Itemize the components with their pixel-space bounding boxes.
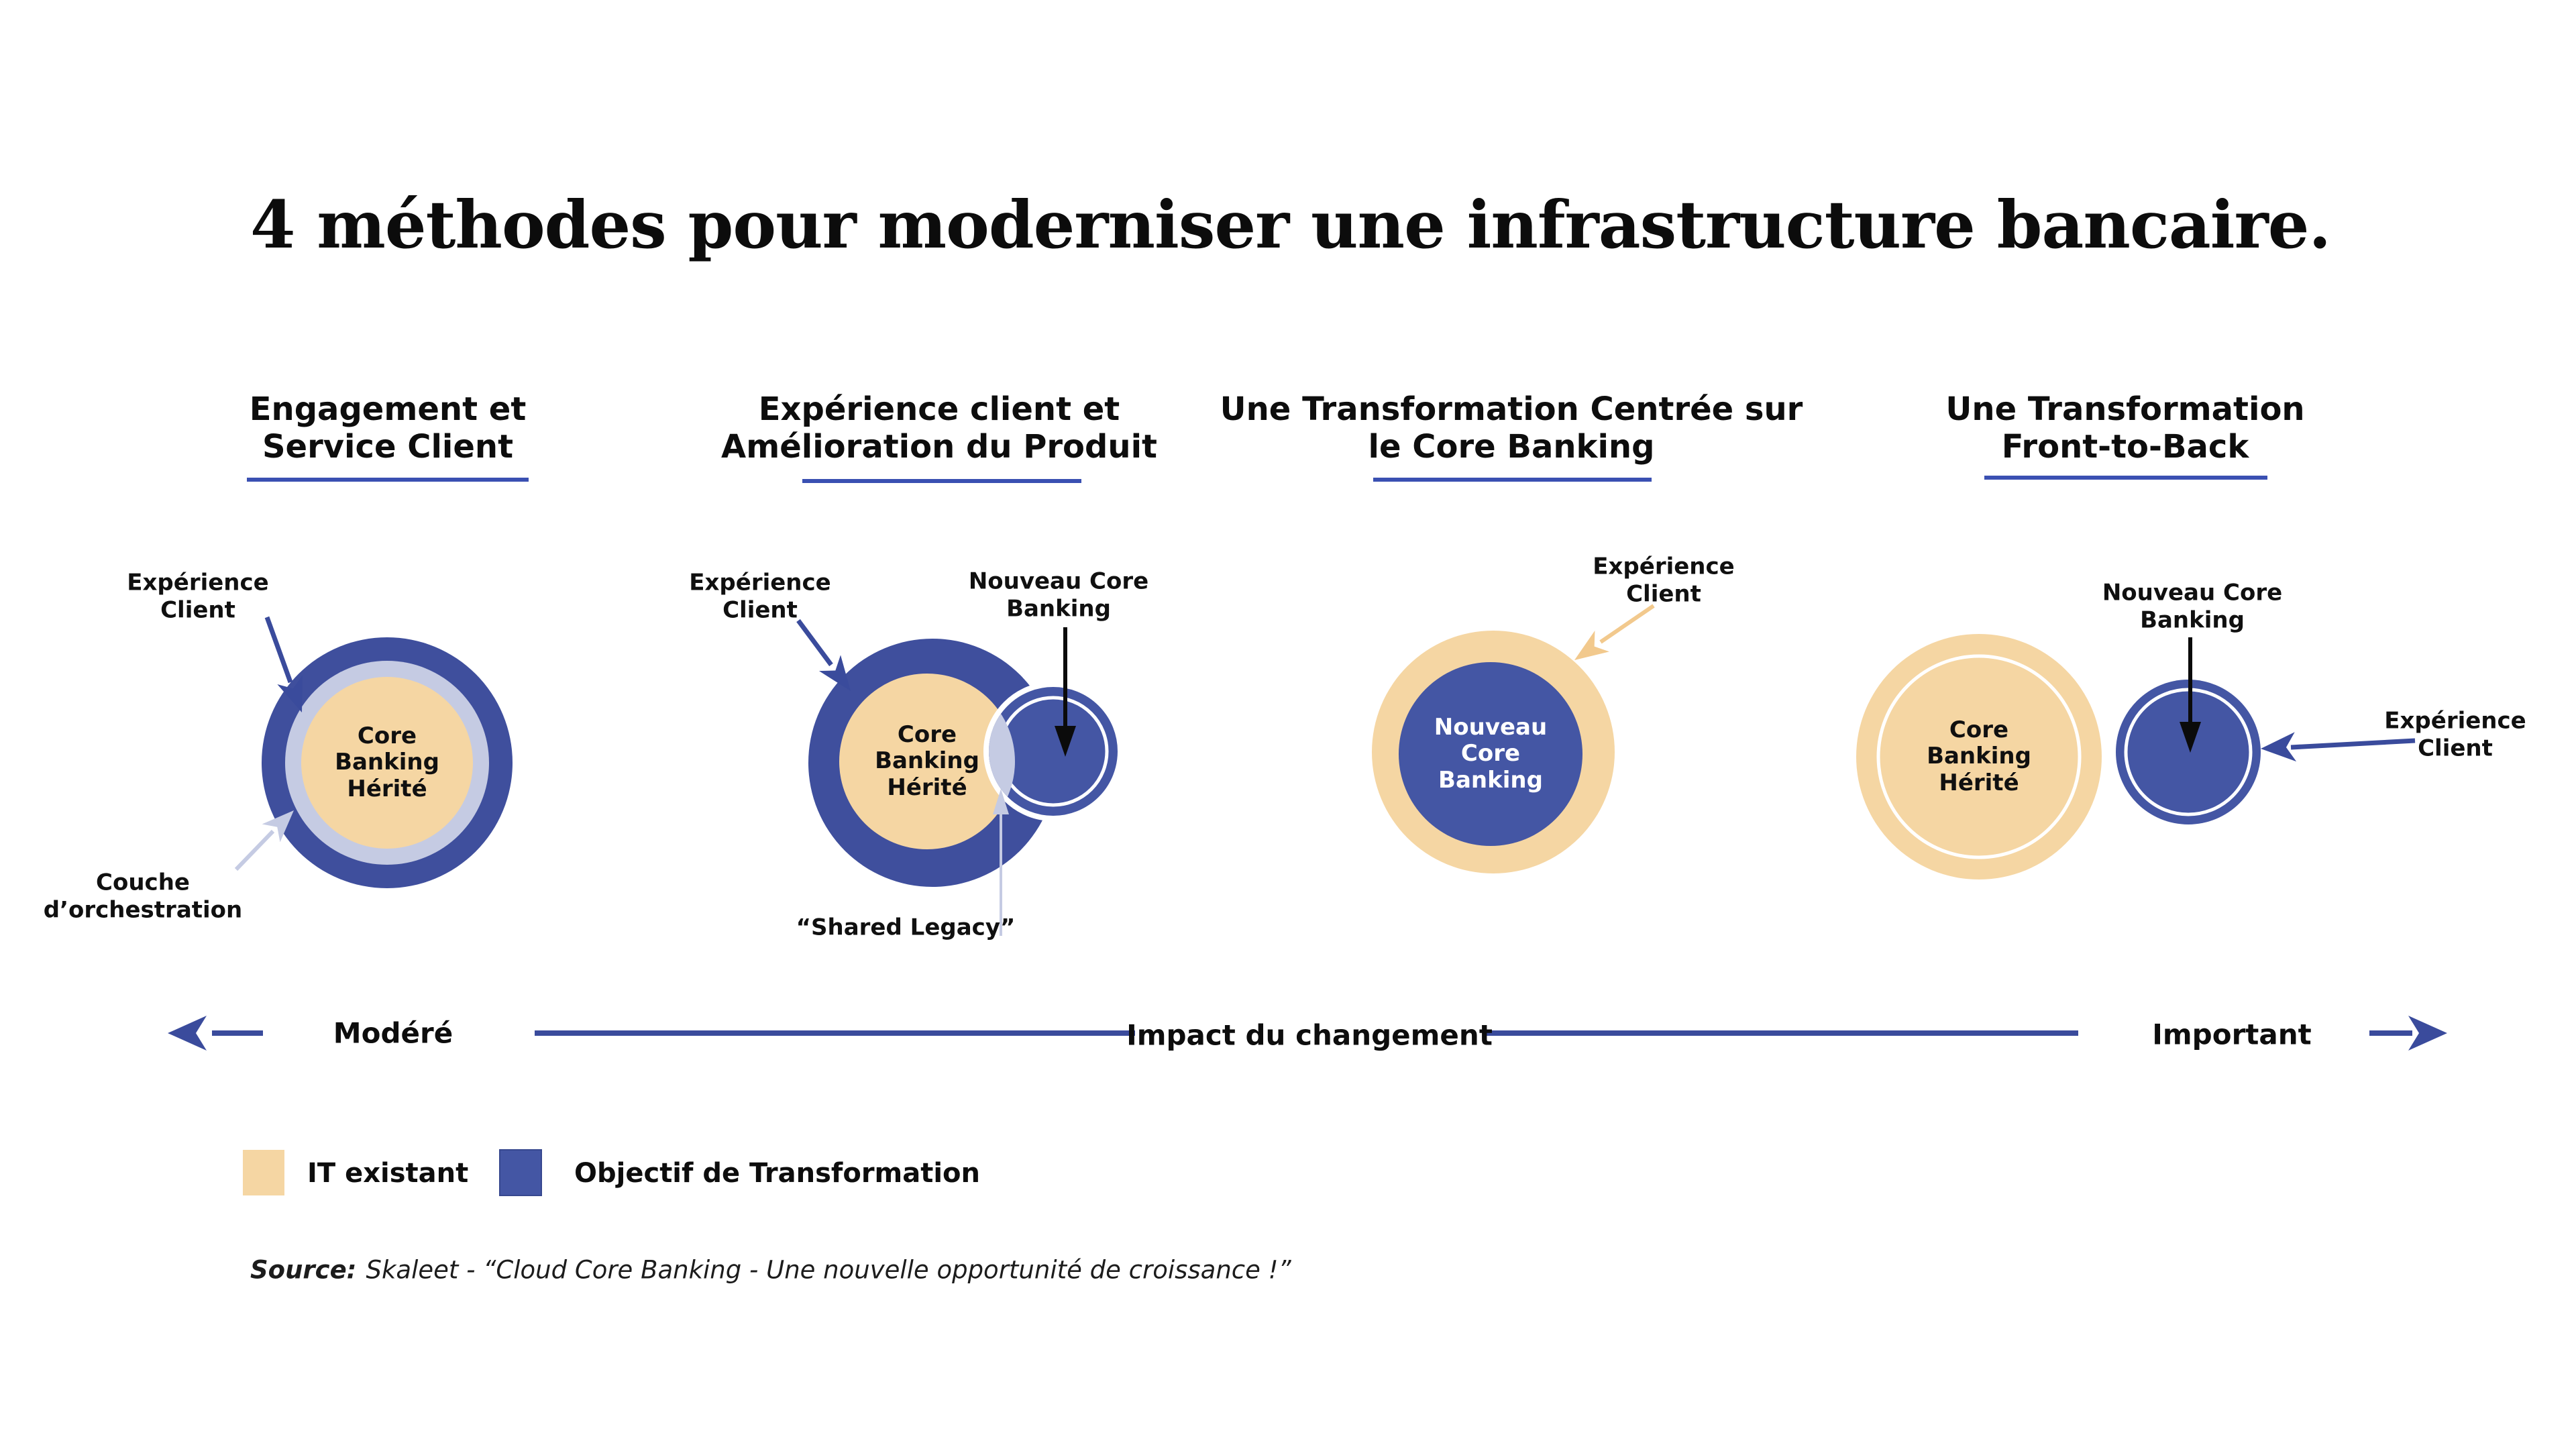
impact-axis bbox=[168, 1016, 2447, 1051]
method1-experience-arrow bbox=[264, 616, 303, 712]
method1-orchestration-label: Couche d’orchestration bbox=[43, 869, 243, 924]
method1-core-banking-label: Core Banking Hérité bbox=[335, 722, 439, 802]
axis-left-label: Modéré bbox=[333, 1016, 453, 1050]
method3-header: Une Transformation Centrée sur le Core B… bbox=[1220, 390, 1803, 466]
method1-circles bbox=[262, 637, 513, 888]
method1-experience-client-label: Expérience Client bbox=[127, 569, 269, 624]
method4-circles bbox=[1856, 634, 2261, 879]
method4-experience-arrow bbox=[2261, 732, 2416, 762]
source-prefix: Source: bbox=[250, 1255, 357, 1285]
axis-right-label: Important bbox=[2152, 1018, 2312, 1051]
method2-new-core-circle bbox=[983, 682, 1123, 821]
method4-new-core-arrow bbox=[2180, 637, 2201, 753]
method2-underline bbox=[802, 479, 1081, 483]
method2-shared-legacy-arrow bbox=[993, 789, 1009, 936]
source-line: Source: Skaleet - “Cloud Core Banking - U… bbox=[250, 1256, 1291, 1285]
method2-nouveau-core-label: Nouveau Core Banking bbox=[968, 568, 1149, 623]
method1-header: Engagement et Service Client bbox=[249, 390, 527, 466]
method3-underline bbox=[1373, 478, 1652, 482]
method2-experience-client-label: Expérience Client bbox=[689, 569, 831, 624]
method3-experience-arrow bbox=[1574, 604, 1655, 660]
method4-header: Une Transformation Front-to-Back bbox=[1945, 390, 2305, 466]
source-text: Skaleet - “Cloud Core Banking - Une nouv… bbox=[366, 1255, 1291, 1285]
method2-header: Expérience client et Amélioration du Pro… bbox=[721, 390, 1157, 466]
axis-right-arrowhead-icon bbox=[2408, 1016, 2447, 1051]
method2-legacy-core-circle bbox=[839, 674, 1015, 849]
axis-title: Impact du changement bbox=[1126, 1018, 1493, 1052]
legend-label-objectif: Objectif de Transformation bbox=[574, 1158, 980, 1189]
header-underlines bbox=[247, 476, 2267, 483]
method2-experience-arrow bbox=[796, 619, 851, 691]
method2-core-banking-label: Core Banking Hérité bbox=[875, 720, 979, 801]
method2-new-core-arrow bbox=[1055, 627, 1076, 757]
axis-left-arrowhead-icon bbox=[168, 1016, 207, 1051]
method4-core-banking-label: Core Banking Hérité bbox=[1927, 716, 2031, 796]
method4-experience-client-label: Expérience Client bbox=[2384, 707, 2526, 762]
method3-experience-client-label: Expérience Client bbox=[1593, 553, 1735, 608]
method3-nouveau-core-label: Nouveau Core Banking bbox=[1434, 713, 1548, 794]
method3-new-core-circle bbox=[1399, 662, 1582, 846]
legend-swatch-objectif bbox=[499, 1149, 542, 1196]
legend-swatch-it-existant bbox=[243, 1150, 284, 1195]
method1-underline bbox=[247, 478, 529, 482]
method4-new-core-circle bbox=[2116, 680, 2261, 824]
method3-circles bbox=[1372, 631, 1615, 873]
method4-underline bbox=[1984, 476, 2267, 480]
page-title: 4 méthodes pour moderniser une infrastru… bbox=[250, 186, 2331, 263]
method1-legacy-core-circle bbox=[301, 677, 473, 849]
method4-legacy-core-circle bbox=[1856, 634, 2102, 879]
legend-label-it-existant: IT existant bbox=[307, 1158, 469, 1189]
method2-circles bbox=[808, 639, 1123, 887]
method4-legacy-inner-ring bbox=[1876, 654, 2082, 859]
method2-shared-legacy-label: “Shared Legacy” bbox=[796, 914, 1016, 941]
method4-nouveau-core-label: Nouveau Core Banking bbox=[2102, 579, 2283, 634]
method1-orchestration-arrow bbox=[234, 810, 294, 871]
